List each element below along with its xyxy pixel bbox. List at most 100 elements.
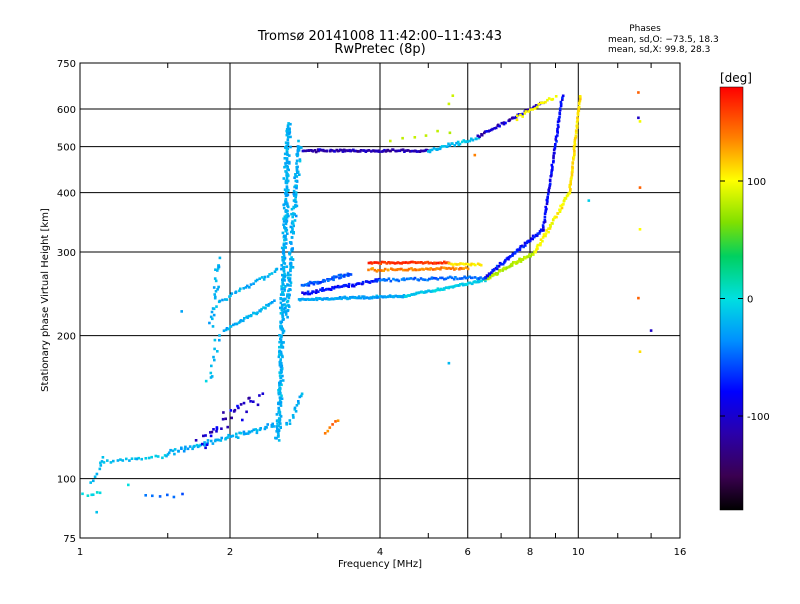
echo-point [278,384,281,387]
echo-point [556,212,559,215]
echo-point [319,297,322,300]
echo-point [284,222,288,226]
echo-point [288,154,291,157]
colorbar-ticks: 100 0 -100 [720,177,770,423]
echo-point [275,425,278,428]
echo-point [396,278,399,282]
echo-point [295,169,299,172]
echo-point [227,433,230,437]
echo-point [286,309,290,313]
echo-point [215,426,219,429]
echo-point [400,267,403,271]
echo-point [561,98,564,101]
echo-point [345,284,348,288]
echo-point [518,248,522,252]
echo-point [112,459,115,463]
echo-point [202,434,205,438]
echo-point [441,261,444,265]
y-axis-label: Stationary phase Virtual Height [km] [40,208,51,392]
echo-point [320,289,324,292]
echo-point [166,453,170,456]
x-tick-label: 10 [572,547,585,558]
echo-point [300,392,304,396]
echo-point [204,446,207,450]
echo-point [218,338,221,342]
echo-point [282,177,286,180]
echo-point [283,289,286,292]
y-tick-label: 750 [57,59,76,70]
echo-point [278,399,282,402]
echo-point [248,396,251,400]
echo-point [298,158,302,161]
echo-point [277,424,280,428]
echo-point [181,492,184,496]
echo-point [480,279,483,283]
echo-point [285,158,289,162]
echo-point [423,149,426,153]
echo-point [419,277,423,280]
echo-point [292,189,296,193]
echo-point [222,411,225,414]
echo-point [577,101,581,105]
echo-point [288,160,291,164]
x-tick-label: 1 [77,547,83,558]
echo-point [300,283,304,287]
echo-point [451,94,455,97]
echo-point [285,242,288,245]
echo-point [295,167,299,171]
echo-point [209,439,213,443]
echo-point [246,316,249,319]
echo-point [488,129,491,132]
echo-point [109,461,113,464]
echo-point [250,314,253,317]
echo-point [551,168,554,171]
echo-point [458,142,462,146]
echo-point [544,205,547,209]
echo-point [401,261,405,264]
echo-point [461,277,464,280]
echo-point [295,404,299,407]
echo-point [433,268,437,271]
echo-point [343,149,347,153]
echo-point [279,358,282,361]
echo-point [284,313,288,316]
echo-point [403,278,406,282]
echo-point [398,267,402,271]
echo-point [356,150,360,153]
echo-point [464,282,467,286]
echo-point [280,304,284,308]
echo-point [272,425,275,428]
echo-point [548,182,552,186]
echo-point [411,268,415,272]
plot-frame [79,62,681,539]
echo-point [383,267,387,271]
echo-point [376,268,380,272]
echo-point [307,149,311,152]
echo-point [239,403,243,406]
echo-point [278,419,282,422]
echo-point [550,171,553,175]
echo-point [214,268,217,271]
echo-point [285,152,289,156]
echo-point [517,260,520,263]
echo-point [452,277,456,281]
echo-point [182,449,186,453]
echo-point [289,264,292,267]
echo-point [462,267,465,270]
echo-point [508,118,512,121]
echo-point [443,277,446,281]
echo-point [294,193,298,196]
echo-point [230,416,233,420]
echo-point [283,272,286,276]
echo-point [521,258,525,261]
echo-point [298,159,302,163]
echo-point [317,290,320,293]
echo-point [569,177,573,181]
echo-point [390,267,393,270]
echo-point [323,432,327,435]
echo-point [282,243,286,247]
echo-point [548,178,552,182]
echo-point [306,292,310,296]
echo-point [285,148,289,152]
echo-point [471,138,475,142]
